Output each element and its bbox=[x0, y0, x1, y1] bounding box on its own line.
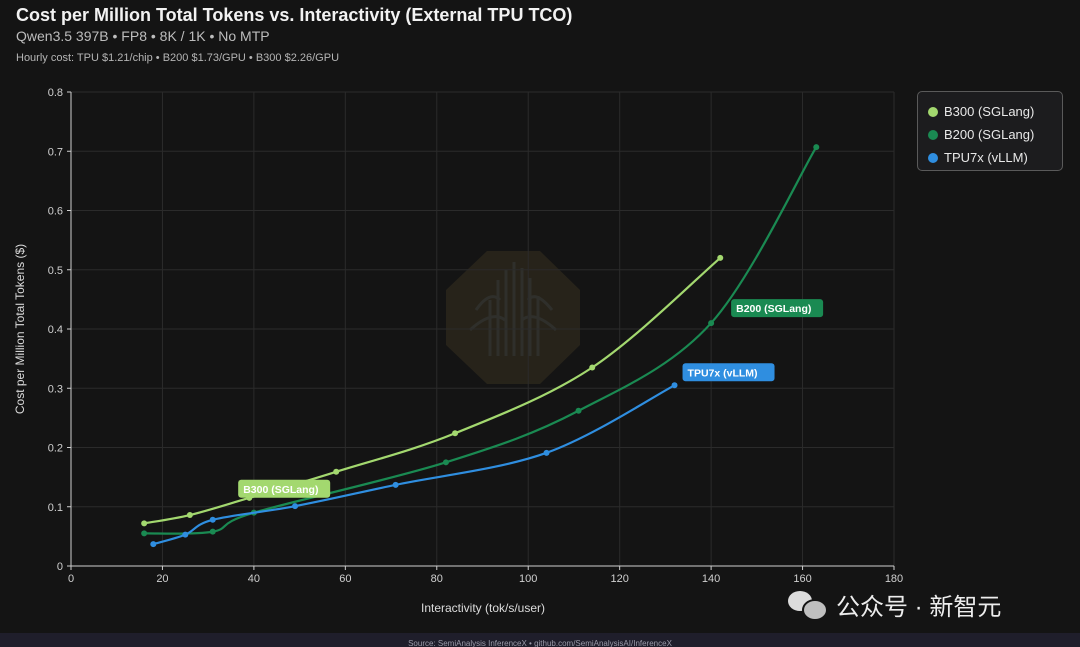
legend-swatch-b300 bbox=[928, 106, 938, 117]
callout-box-tpu7x bbox=[682, 363, 775, 382]
y-tick-label: 0.4 bbox=[48, 324, 63, 336]
data-point-b200[interactable] bbox=[813, 144, 820, 151]
data-point-b200[interactable] bbox=[442, 459, 449, 466]
callout-label-b200: B200 (SGLang) bbox=[736, 303, 811, 315]
callout-box-b300 bbox=[238, 479, 331, 498]
y-axis-label: Cost per Million Total Tokens ($) bbox=[13, 244, 27, 414]
y-tick-label: 0.5 bbox=[48, 265, 63, 277]
source-footer: Source: SemiAnalysis InferenceX • github… bbox=[0, 633, 1080, 647]
wechat-icon bbox=[786, 587, 828, 621]
data-point-tpu7x[interactable] bbox=[292, 503, 299, 510]
series-line-b200 bbox=[144, 146, 818, 535]
y-tick-label: 0.1 bbox=[48, 502, 63, 514]
data-point-tpu7x[interactable] bbox=[392, 481, 399, 488]
series-line-tpu7x bbox=[152, 384, 676, 546]
y-tick-label: 0.2 bbox=[48, 443, 63, 455]
callout-label-b300: B300 (SGLang) bbox=[243, 484, 318, 496]
data-point-b200[interactable] bbox=[209, 528, 216, 535]
legend-item-b200[interactable]: B200 (SGLang) bbox=[928, 123, 1052, 146]
chart-canvas: 0 20 40 60 80 100 120 140 160 180 0 0.1 0.2 0.3 0.4 0.5… bbox=[13, 87, 903, 615]
callout-box-b200 bbox=[731, 299, 824, 318]
series-line-b300 bbox=[143, 257, 721, 525]
y-tick-label: 0.6 bbox=[48, 206, 63, 218]
x-tick-label: 100 bbox=[519, 573, 537, 585]
y-tick-label: 0.7 bbox=[48, 146, 63, 158]
data-point-b300[interactable] bbox=[141, 520, 148, 527]
legend-swatch-b200 bbox=[928, 129, 938, 140]
legend-label-tpu7x: TPU7x (vLLM) bbox=[944, 150, 1028, 165]
x-tick-label: 160 bbox=[793, 573, 811, 585]
data-point-b200[interactable] bbox=[141, 530, 148, 537]
x-tick-label: 40 bbox=[248, 573, 260, 585]
semianalysis-logo-watermark bbox=[446, 251, 580, 384]
data-point-tpu7x[interactable] bbox=[543, 449, 550, 456]
data-point-b200[interactable] bbox=[575, 407, 582, 414]
wechat-watermark: 公众号 · 新智元 bbox=[786, 586, 1001, 622]
x-tick-label: 20 bbox=[156, 573, 168, 585]
x-tick-label: 140 bbox=[702, 573, 720, 585]
x-tick-label: 120 bbox=[610, 573, 628, 585]
data-point-b200[interactable] bbox=[708, 320, 715, 327]
data-point-b300[interactable] bbox=[333, 468, 340, 475]
data-point-b300[interactable] bbox=[589, 364, 596, 371]
y-tick-label: 0.8 bbox=[48, 87, 63, 99]
chart-legend: B300 (SGLang) B200 (SGLang) TPU7x (vLLM) bbox=[917, 91, 1063, 171]
callout-label-tpu7x: TPU7x (vLLM) bbox=[688, 367, 758, 379]
x-tick-label: 80 bbox=[431, 573, 443, 585]
legend-label-b300: B300 (SGLang) bbox=[944, 104, 1035, 119]
x-tick-label: 60 bbox=[339, 573, 351, 585]
chart-subtitle: Qwen3.5 397B • FP8 • 8K / 1K • No MTP bbox=[16, 28, 270, 44]
data-point-tpu7x[interactable] bbox=[671, 382, 678, 389]
legend-item-b300[interactable]: B300 (SGLang) bbox=[928, 100, 1052, 123]
watermark-text: 公众号 · 新智元 bbox=[836, 593, 1002, 621]
legend-label-b200: B200 (SGLang) bbox=[944, 127, 1035, 142]
data-point-tpu7x[interactable] bbox=[209, 516, 216, 523]
legend-swatch-tpu7x bbox=[928, 152, 938, 163]
data-point-b300[interactable] bbox=[717, 254, 724, 261]
data-point-tpu7x[interactable] bbox=[150, 541, 157, 548]
x-tick-label: 180 bbox=[885, 573, 903, 585]
x-axis-label: Interactivity (tok/s/user) bbox=[421, 601, 545, 615]
data-point-b300[interactable] bbox=[452, 430, 459, 437]
legend-item-tpu7x[interactable]: TPU7x (vLLM) bbox=[928, 146, 1052, 169]
data-point-b300[interactable] bbox=[186, 512, 193, 519]
chart-title: Cost per Million Total Tokens vs. Intera… bbox=[16, 5, 573, 25]
x-tick-label: 0 bbox=[68, 573, 74, 585]
y-tick-label: 0 bbox=[57, 561, 63, 573]
hourly-cost-note: Hourly cost: TPU $1.21/chip • B200 $1.73… bbox=[16, 52, 340, 64]
y-tick-label: 0.3 bbox=[48, 383, 63, 395]
data-point-tpu7x[interactable] bbox=[182, 531, 189, 538]
